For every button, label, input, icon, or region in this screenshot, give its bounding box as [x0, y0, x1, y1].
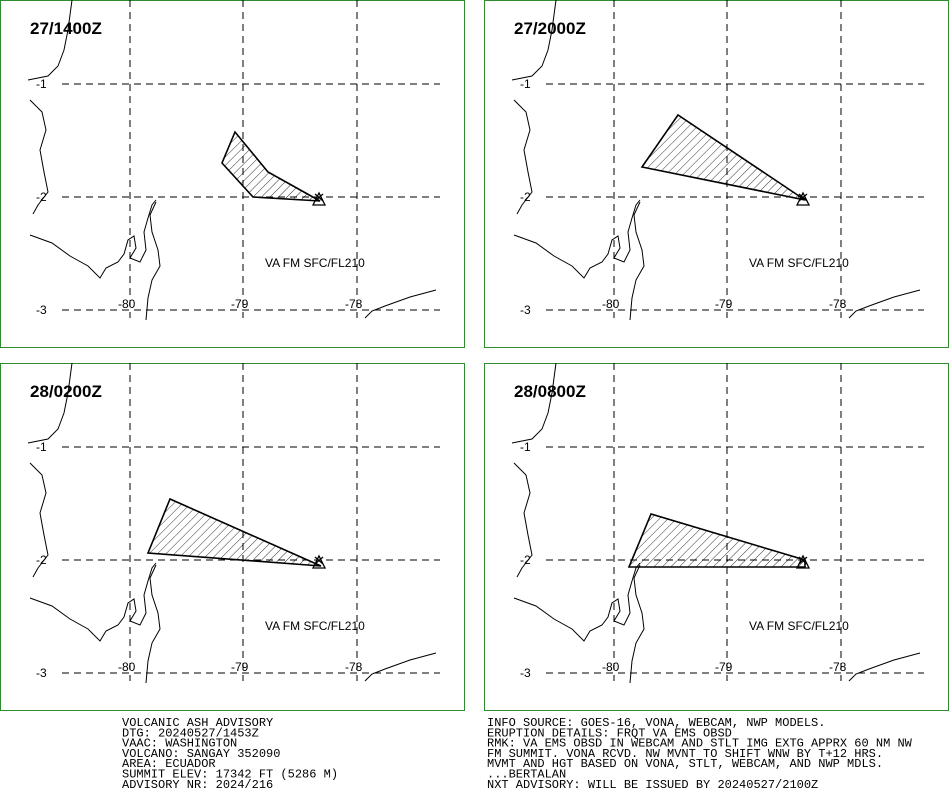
map-panel: -1 -2 -3 -80 -79 -78 27/1400Z VA FM SFC/FL210: [0, 0, 465, 348]
lat-label: -3: [36, 303, 47, 317]
lat-label: -2: [520, 553, 531, 567]
advisory-line: NXT ADVISORY: WILL BE ISSUED BY 20240527…: [487, 778, 818, 792]
advisory-line: VOLCANIC ASH ADVISORY: [122, 716, 273, 730]
coastline: [29, 462, 49, 578]
coastline: [629, 201, 645, 321]
advisory-line: ERUPTION DETAILS: FRQT VA EMS OBSD: [487, 726, 732, 740]
volcano-symbol: [795, 191, 811, 206]
ash-layer: VA FM SFC/FL210: [749, 256, 849, 270]
lon-label: -80: [118, 297, 136, 311]
lon-label: -78: [345, 660, 363, 674]
coastline: [513, 199, 641, 279]
ash-area: [146, 497, 322, 567]
advisory-line: ...BERTALAN: [487, 768, 566, 782]
coastline: [29, 562, 157, 642]
advisory-line: SUMMIT ELEV: 17342 FT (5286 M): [122, 768, 338, 782]
lon-label: -79: [715, 660, 733, 674]
lon-label: -78: [345, 297, 363, 311]
coastline: [29, 199, 157, 279]
coastline: [27, 362, 73, 444]
volcano-symbol: [311, 554, 327, 569]
advisory-line: FM SUMMIT. VONA RCVD. NW MVNT TO SHIFT W…: [487, 747, 883, 761]
advisory-line: ADVISORY NR: 2024/216: [122, 778, 273, 792]
panel-border: [484, 363, 949, 711]
advisory-line: VAAC: WASHINGTON: [122, 737, 237, 751]
panel-time: 28/0200Z: [30, 382, 102, 401]
coastline: [364, 652, 437, 682]
ash-layer: VA FM SFC/FL210: [265, 256, 365, 270]
lat-label: -3: [520, 303, 531, 317]
lat-label: -2: [520, 190, 531, 204]
panel-time: 27/1400Z: [30, 19, 102, 38]
ash-area: [640, 113, 806, 201]
lat-label: -2: [36, 553, 47, 567]
lon-label: -80: [602, 297, 620, 311]
coastline: [364, 289, 437, 319]
lat-label: -1: [520, 440, 531, 454]
coastline: [629, 564, 645, 684]
advisory-line: INFO SOURCE: GOES-16, VONA, WEBCAM, NWP …: [487, 716, 825, 730]
volcano-symbol: [795, 554, 811, 569]
advisory-line: DTG: 20240527/1453Z: [122, 726, 259, 740]
lon-label: -79: [231, 297, 249, 311]
ash-layer: VA FM SFC/FL210: [749, 619, 849, 633]
ash-area: [627, 513, 806, 568]
coastline: [848, 652, 921, 682]
ash-layer: VA FM SFC/FL210: [265, 619, 365, 633]
lat-label: -3: [520, 666, 531, 680]
lon-label: -80: [118, 660, 136, 674]
lon-label: -79: [231, 660, 249, 674]
coastline: [513, 99, 533, 215]
advisory-line: VOLCANO: SANGAY 352090: [122, 747, 280, 761]
advisory-line: RMK: VA EMS OBSD IN WEBCAM AND STLT IMG …: [487, 737, 913, 751]
lon-label: -79: [715, 297, 733, 311]
panel-border: [0, 363, 465, 711]
map-panel: -1 -2 -3 -80 -79 -78 28/0800Z VA FM SFC/FL210: [484, 362, 949, 711]
lat-label: -1: [520, 77, 531, 91]
panel-border: [484, 0, 949, 348]
coastline: [145, 564, 161, 684]
coastline: [513, 562, 641, 642]
advisory-line: MVMT AND HGT BASED ON VONA, STLT, WEBCAM…: [487, 757, 883, 771]
lat-label: -2: [36, 190, 47, 204]
advisory-line: AREA: ECUADOR: [122, 757, 216, 771]
coastline: [145, 201, 161, 321]
ash-area: [221, 130, 321, 202]
coastline: [29, 99, 49, 215]
lon-label: -80: [602, 660, 620, 674]
lat-label: -1: [36, 440, 47, 454]
coastline: [27, 0, 73, 81]
panel-border: [0, 0, 465, 348]
coastline: [848, 289, 921, 319]
coastline: [513, 462, 533, 578]
lon-label: -78: [829, 297, 847, 311]
map-panel: -1 -2 -3 -80 -79 -78 28/0200Z VA FM SFC/FL210: [0, 362, 465, 711]
coastline: [511, 362, 557, 444]
coastline: [511, 0, 557, 81]
volcano-symbol: [311, 191, 327, 206]
lat-label: -3: [36, 666, 47, 680]
panel-time: 27/2000Z: [514, 19, 586, 38]
lon-label: -78: [829, 660, 847, 674]
panel-time: 28/0800Z: [514, 382, 586, 401]
lat-label: -1: [36, 77, 47, 91]
map-panel: -1 -2 -3 -80 -79 -78 27/2000Z VA FM SFC/FL210: [484, 0, 949, 348]
